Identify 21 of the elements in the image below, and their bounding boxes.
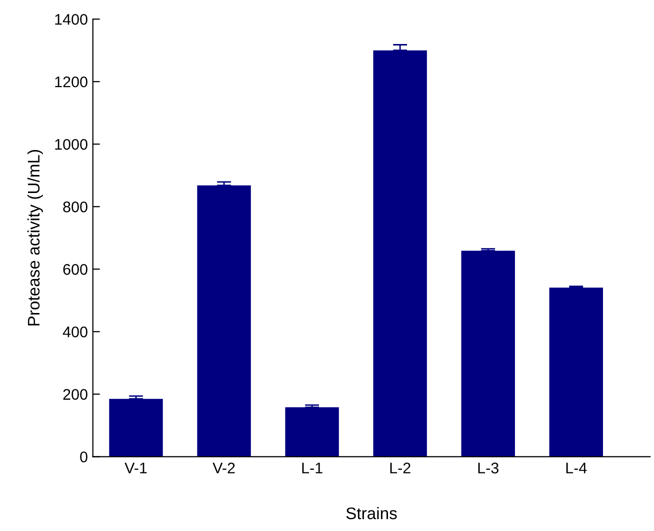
- bar: [109, 398, 163, 457]
- bar: [549, 288, 603, 457]
- y-tick-label: 800: [63, 202, 88, 212]
- bar: [461, 250, 515, 457]
- y-tick-label: 1200: [55, 76, 88, 88]
- x-tick-label: L-4: [566, 462, 587, 474]
- y-tick-label: 1000: [55, 138, 88, 150]
- x-axis-title: Strains: [346, 507, 397, 520]
- y-tick-label: 0: [80, 452, 88, 462]
- x-tick-label: L-1: [302, 462, 322, 474]
- y-tick-label: 400: [62, 326, 88, 338]
- y-tick-label: 600: [63, 264, 88, 275]
- y-axis-title: Protease activity (U/mL): [27, 150, 43, 326]
- x-tick-label: V-2: [212, 462, 235, 474]
- x-tick-label: L-3: [478, 462, 498, 474]
- y-tick-label: 200: [63, 389, 88, 400]
- x-tick-label: V-1: [124, 462, 147, 474]
- x-tick-label: L-2: [390, 462, 410, 474]
- y-tick-label: 1400: [55, 14, 88, 25]
- bar: [197, 185, 251, 457]
- bar: [285, 407, 339, 457]
